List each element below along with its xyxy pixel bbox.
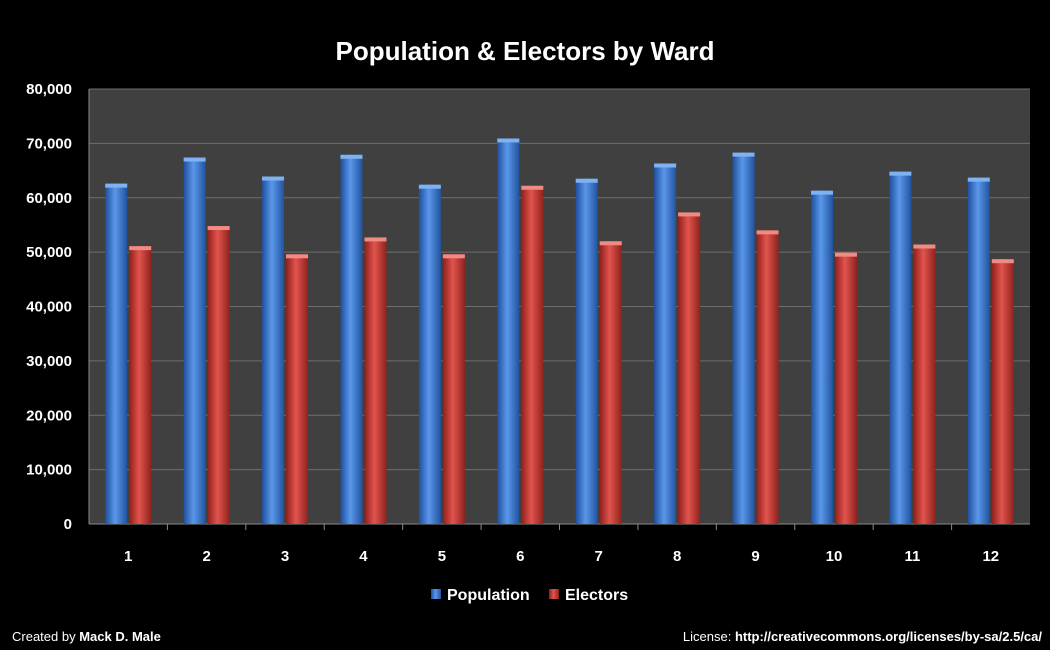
bar-cap [340, 154, 363, 159]
y-tick-label: 0 [64, 516, 72, 533]
bar-cap [262, 176, 285, 181]
y-tick-label: 40,000 [26, 299, 72, 316]
bar-population [732, 152, 755, 524]
bar-cap [129, 246, 152, 251]
bar-cap [575, 178, 598, 183]
y-tick-label: 30,000 [26, 353, 72, 370]
gridlines [88, 88, 1030, 525]
bar-cap [183, 157, 206, 162]
bar-cap [105, 183, 128, 188]
bar-cap [654, 163, 677, 168]
x-tick-label: 6 [516, 548, 524, 565]
bar-electors [599, 241, 622, 524]
x-axis-ticks: 1 2 3 4 5 6 7 8 9 10 11 12 [124, 524, 999, 565]
bar-population [105, 183, 128, 525]
bar-cap [913, 244, 936, 249]
bar-electors [442, 254, 465, 525]
bar-population [967, 177, 990, 524]
bar-electors [364, 237, 387, 524]
credit-license: License: http://creativecommons.org/lice… [683, 629, 1042, 644]
bar-population [575, 178, 598, 524]
bar-population [418, 184, 441, 524]
author-name: Mack D. Male [79, 629, 161, 644]
bar-electors [834, 252, 857, 524]
x-tick-label: 8 [673, 548, 681, 565]
legend-swatch-population [431, 589, 441, 599]
bar-cap [418, 184, 441, 189]
x-tick-label: 12 [982, 548, 999, 565]
chart-title: Population & Electors by Ward [336, 36, 715, 66]
bars [105, 138, 1014, 525]
bar-cap [364, 237, 387, 242]
bar-population [262, 176, 285, 524]
x-tick-label: 10 [826, 548, 843, 565]
x-tick-label: 11 [904, 548, 920, 565]
bar-population [497, 138, 520, 524]
bar-cap [756, 230, 779, 235]
created-prefix: Created by [12, 629, 76, 644]
y-tick-label: 10,000 [26, 462, 72, 479]
license-prefix: License: [682, 629, 732, 644]
x-tick-label: 4 [359, 548, 368, 565]
bar-cap [732, 152, 755, 157]
y-tick-label: 80,000 [26, 81, 72, 98]
bar-cap [889, 171, 912, 176]
bar-cap [442, 254, 465, 259]
bar-population [810, 190, 833, 524]
x-tick-label: 7 [595, 548, 603, 565]
bar-electors [129, 246, 152, 525]
legend-label-population: Population [447, 587, 530, 604]
bar-cap [521, 185, 544, 190]
y-tick-label: 50,000 [26, 244, 72, 261]
legend-swatch-electors [549, 589, 559, 599]
x-tick-label: 3 [281, 548, 289, 565]
y-tick-label: 20,000 [26, 407, 72, 424]
bar-cap [810, 190, 833, 195]
license-url: http://creativecommons.org/licenses/by-s… [734, 629, 1042, 644]
bar-population [654, 163, 677, 524]
bar-electors [521, 185, 544, 524]
credit-author: Created by Mack D. Male [12, 629, 161, 644]
bar-electors [207, 226, 230, 524]
y-axis-ticks: 0 10,000 20,000 30,000 40,000 50,000 60,000 70,… [26, 81, 72, 533]
x-tick-label: 1 [124, 548, 132, 565]
x-tick-label: 5 [438, 548, 446, 565]
bar-cap [497, 138, 520, 143]
y-tick-label: 60,000 [26, 190, 72, 207]
legend: Population Electors [431, 587, 628, 604]
bar-population [183, 157, 206, 524]
bar-population [340, 154, 363, 524]
bar-cap [967, 177, 990, 182]
bar-electors [756, 230, 779, 524]
bar-cap [834, 252, 857, 257]
bar-population [889, 171, 912, 524]
bar-cap [286, 254, 309, 259]
bar-electors [286, 254, 309, 525]
bar-electors [913, 244, 936, 524]
x-tick-label: 9 [751, 548, 759, 565]
bar-cap [599, 241, 622, 246]
bar-electors [678, 212, 701, 524]
legend-label-electors: Electors [565, 587, 628, 604]
bar-cap [678, 212, 701, 217]
bar-electors [991, 259, 1014, 524]
bar-cap [207, 226, 230, 231]
x-tick-label: 2 [202, 548, 210, 565]
y-tick-label: 70,000 [26, 135, 72, 152]
bar-cap [991, 259, 1014, 264]
